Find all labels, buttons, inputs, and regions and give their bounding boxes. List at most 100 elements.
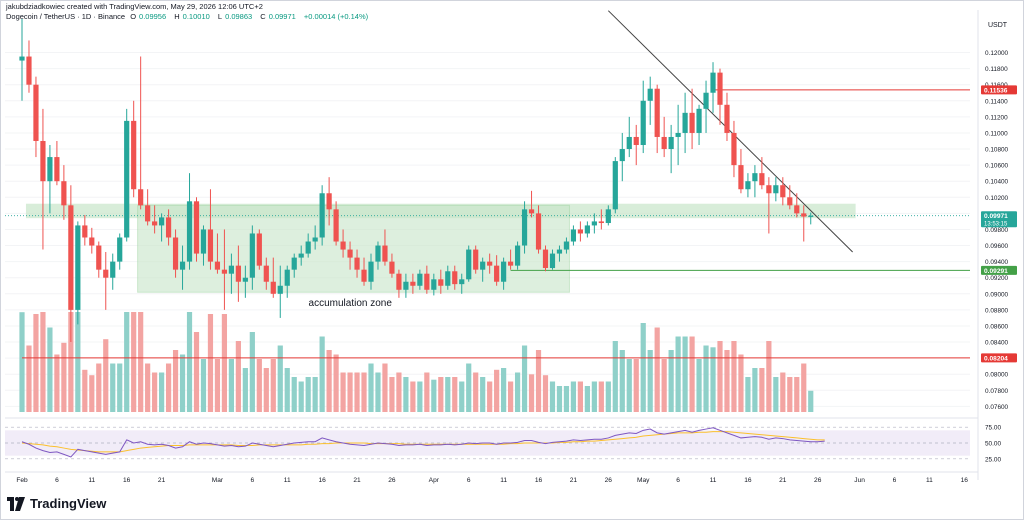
candle[interactable] bbox=[487, 253, 493, 274]
candle[interactable] bbox=[766, 177, 772, 234]
candle[interactable] bbox=[228, 253, 234, 294]
candle[interactable] bbox=[305, 233, 311, 258]
candle[interactable] bbox=[110, 253, 116, 290]
candle[interactable] bbox=[242, 265, 248, 298]
candle[interactable] bbox=[277, 265, 283, 318]
candle[interactable] bbox=[591, 213, 597, 234]
candle[interactable] bbox=[145, 189, 151, 226]
candle[interactable] bbox=[417, 269, 423, 290]
trendline[interactable] bbox=[607, 10, 853, 253]
candle[interactable] bbox=[654, 84, 660, 154]
candle[interactable] bbox=[235, 245, 241, 302]
candle[interactable] bbox=[535, 205, 542, 254]
candle[interactable] bbox=[207, 189, 214, 270]
candle[interactable] bbox=[33, 76, 39, 158]
candle[interactable] bbox=[431, 273, 437, 296]
candle[interactable] bbox=[473, 245, 479, 274]
candle[interactable] bbox=[347, 241, 353, 270]
candle[interactable] bbox=[291, 253, 297, 278]
candle[interactable] bbox=[494, 255, 500, 286]
candle[interactable] bbox=[68, 185, 74, 343]
candle[interactable] bbox=[312, 225, 318, 250]
candle[interactable] bbox=[263, 257, 269, 290]
candle[interactable] bbox=[528, 190, 535, 218]
candle[interactable] bbox=[480, 257, 486, 282]
candle[interactable] bbox=[647, 76, 653, 125]
candle[interactable] bbox=[256, 229, 262, 270]
candle[interactable] bbox=[731, 120, 737, 178]
candle[interactable] bbox=[131, 100, 137, 198]
candle[interactable] bbox=[752, 165, 758, 198]
candle[interactable] bbox=[165, 209, 172, 246]
candle[interactable] bbox=[103, 251, 109, 310]
candle[interactable] bbox=[138, 56, 144, 210]
candle[interactable] bbox=[675, 104, 681, 166]
candle[interactable] bbox=[640, 80, 646, 154]
candle[interactable] bbox=[361, 257, 367, 286]
candle[interactable] bbox=[759, 157, 765, 190]
candle[interactable] bbox=[47, 145, 53, 214]
candle[interactable] bbox=[696, 104, 702, 146]
candle[interactable] bbox=[570, 225, 577, 246]
candle[interactable] bbox=[193, 197, 200, 262]
candle[interactable] bbox=[808, 212, 814, 225]
candle[interactable] bbox=[89, 227, 95, 254]
candle[interactable] bbox=[368, 253, 374, 290]
price-axis[interactable]: 0.120000.118000.116000.114000.112000.110… bbox=[977, 10, 1017, 480]
candle[interactable] bbox=[612, 157, 618, 214]
candle[interactable] bbox=[794, 193, 800, 218]
candle[interactable] bbox=[19, 18, 25, 101]
candle[interactable] bbox=[773, 177, 779, 202]
price-tag[interactable] bbox=[981, 85, 1017, 95]
candle[interactable] bbox=[521, 201, 528, 254]
candle[interactable] bbox=[605, 205, 611, 226]
candle[interactable] bbox=[249, 225, 255, 290]
candle[interactable] bbox=[445, 265, 451, 290]
candle[interactable] bbox=[501, 257, 507, 290]
candle[interactable] bbox=[96, 241, 102, 278]
time-axis[interactable]: Feb 6 11 16 21 Mar 6 11 16 21 26 Apr 6 11 16 21 26 May 6 11… bbox=[5, 471, 978, 484]
candle[interactable] bbox=[787, 185, 793, 210]
candle[interactable] bbox=[633, 124, 639, 166]
price-tag[interactable] bbox=[981, 211, 1017, 228]
candle[interactable] bbox=[466, 245, 472, 282]
candle[interactable] bbox=[284, 265, 290, 298]
candle[interactable] bbox=[152, 205, 158, 234]
candle[interactable] bbox=[340, 229, 346, 258]
candle[interactable] bbox=[703, 80, 709, 133]
candle[interactable] bbox=[26, 40, 32, 93]
candle[interactable] bbox=[424, 265, 430, 294]
candle[interactable] bbox=[542, 245, 549, 272]
candle[interactable] bbox=[82, 214, 88, 246]
candle[interactable] bbox=[514, 241, 521, 270]
symbol-legend[interactable]: Dogecoin / TetherUS · 1D · Binance O 0.09… bbox=[6, 12, 371, 22]
candle[interactable] bbox=[326, 177, 332, 226]
candle[interactable] bbox=[459, 273, 465, 294]
candle[interactable] bbox=[724, 92, 730, 141]
candle[interactable] bbox=[563, 237, 570, 254]
candle[interactable] bbox=[598, 209, 604, 230]
candle[interactable] bbox=[354, 249, 360, 278]
candle[interactable] bbox=[584, 221, 590, 238]
candle[interactable] bbox=[319, 185, 325, 246]
candle[interactable] bbox=[577, 221, 583, 242]
candle[interactable] bbox=[619, 132, 625, 182]
tradingview-footer[interactable]: TradingView bbox=[6, 496, 106, 511]
candle[interactable] bbox=[298, 245, 304, 266]
candle[interactable] bbox=[214, 233, 221, 274]
candle[interactable] bbox=[172, 229, 179, 278]
candle[interactable] bbox=[200, 225, 207, 266]
candle[interactable] bbox=[717, 68, 723, 125]
candle[interactable] bbox=[508, 249, 514, 270]
candle[interactable] bbox=[75, 221, 81, 325]
candle[interactable] bbox=[780, 177, 786, 206]
candle[interactable] bbox=[745, 173, 751, 198]
candle[interactable] bbox=[396, 269, 402, 298]
candle[interactable] bbox=[710, 62, 716, 113]
candle[interactable] bbox=[333, 201, 339, 246]
candle[interactable] bbox=[403, 273, 409, 298]
candle[interactable] bbox=[661, 116, 667, 158]
candle[interactable] bbox=[179, 245, 186, 290]
candle[interactable] bbox=[186, 173, 193, 270]
